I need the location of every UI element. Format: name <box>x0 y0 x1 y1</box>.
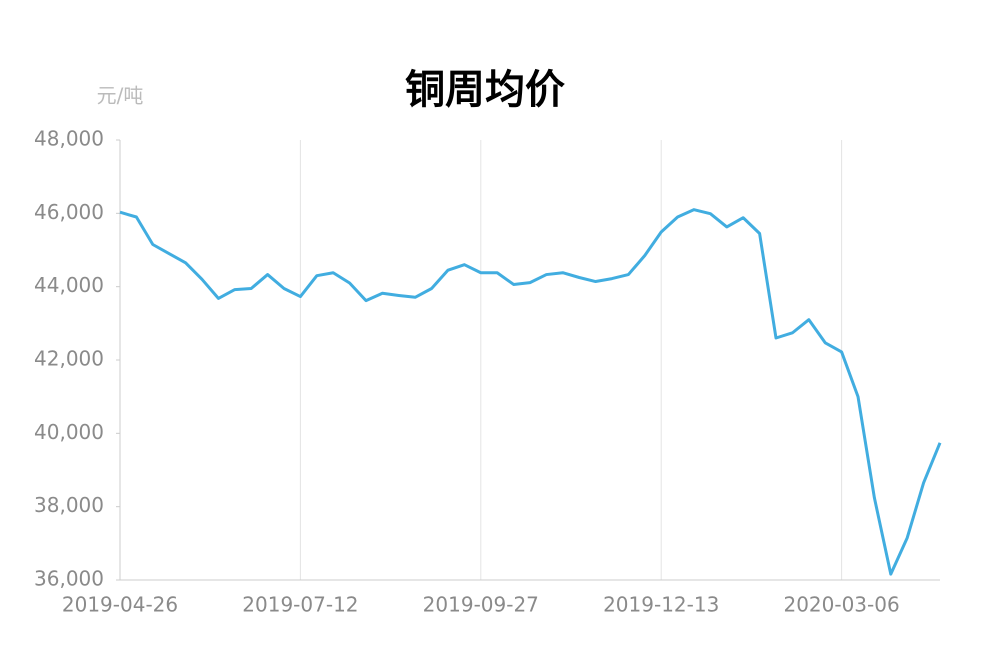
y-tick-label: 46,000 <box>34 200 104 224</box>
data-line <box>119 208 942 576</box>
x-tick-label: 2019-09-27 <box>423 593 539 617</box>
x-tick-label: 2019-12-13 <box>603 593 719 617</box>
x-tick-label: 2019-04-26 <box>62 593 178 617</box>
y-tick-label: 38,000 <box>34 493 104 517</box>
y-tick-label: 36,000 <box>34 567 104 591</box>
y-tick-label: 44,000 <box>34 273 104 297</box>
chart-title: 铜周均价 <box>405 67 565 113</box>
x-tick-label: 2020-03-06 <box>783 593 899 617</box>
y-tick-label: 48,000 <box>34 127 104 151</box>
x-tick-label: 2019-07-12 <box>242 593 358 617</box>
y-axis-unit: 元/吨 <box>97 84 144 108</box>
y-tick-label: 40,000 <box>34 420 104 444</box>
y-tick-label: 42,000 <box>34 347 104 371</box>
